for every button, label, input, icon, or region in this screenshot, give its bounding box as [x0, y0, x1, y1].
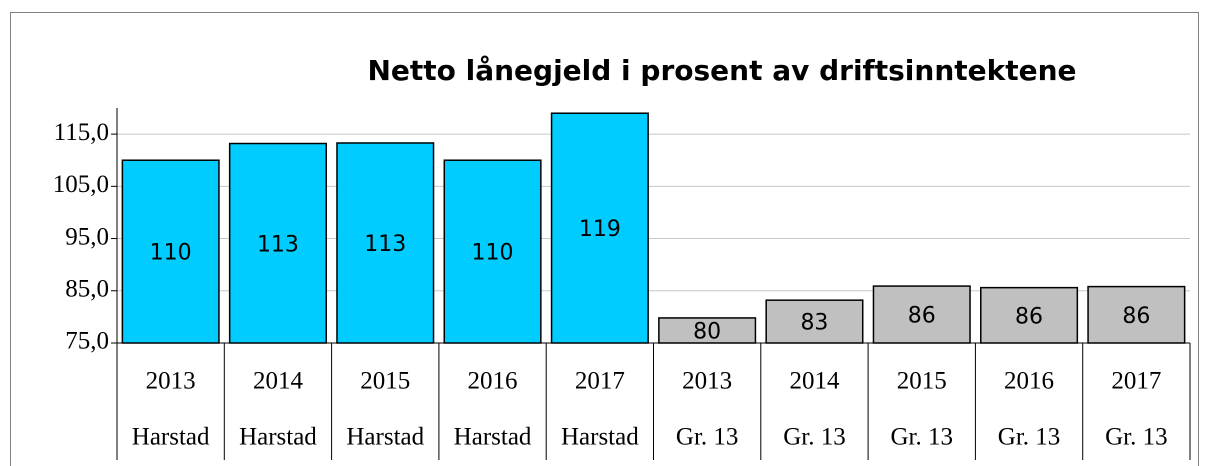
x-group-label: Harstad	[346, 424, 424, 451]
bar	[1087, 285, 1186, 344]
x-tick-label: 2015	[897, 368, 947, 395]
data-label: 86	[1122, 304, 1150, 329]
x-tick-label: 2013	[682, 368, 732, 395]
bar	[872, 285, 971, 344]
x-group-label: Gr. 13	[891, 424, 954, 451]
x-group-label: Gr. 13	[998, 424, 1061, 451]
bar	[765, 299, 864, 344]
y-tick-label: 75,0	[65, 328, 109, 355]
data-label: 119	[579, 217, 621, 242]
x-tick-label: 2016	[468, 368, 518, 395]
chart-frame	[10, 12, 1199, 466]
x-tick-label: 2014	[253, 368, 304, 395]
x-group-label: Gr. 13	[676, 424, 739, 451]
bar	[443, 159, 542, 344]
data-label: 80	[693, 319, 721, 344]
bar	[121, 159, 220, 344]
y-tick-label: 105,0	[53, 171, 109, 198]
x-group-label: Gr. 13	[1105, 424, 1168, 451]
x-tick-label: 2015	[360, 368, 410, 395]
data-label: 86	[908, 304, 936, 329]
bar	[336, 142, 435, 344]
bar	[228, 142, 327, 344]
x-tick-label: 2016	[1004, 368, 1054, 395]
y-tick-label: 85,0	[65, 276, 109, 303]
x-group-label: Harstad	[561, 424, 639, 451]
data-label: 113	[364, 232, 406, 257]
x-group-label: Harstad	[454, 424, 532, 451]
data-label: 83	[800, 311, 828, 336]
data-label: 86	[1015, 304, 1043, 329]
chart-title: Netto lånegjeld i prosent av driftsinnte…	[367, 54, 1076, 87]
y-tick-label: 115,0	[54, 119, 109, 146]
x-group-label: Harstad	[132, 424, 210, 451]
y-tick-label: 95,0	[65, 223, 109, 250]
bar	[980, 286, 1079, 344]
bar	[658, 317, 757, 344]
x-group-label: Gr. 13	[783, 424, 846, 451]
x-tick-label: 2017	[1111, 368, 1161, 395]
x-group-label: Harstad	[239, 424, 317, 451]
bar	[550, 112, 649, 344]
x-tick-label: 2013	[146, 368, 196, 395]
data-label: 110	[150, 241, 192, 266]
data-label: 110	[472, 241, 514, 266]
x-tick-label: 2017	[575, 368, 625, 395]
x-tick-label: 2014	[789, 368, 840, 395]
data-label: 113	[257, 232, 299, 257]
